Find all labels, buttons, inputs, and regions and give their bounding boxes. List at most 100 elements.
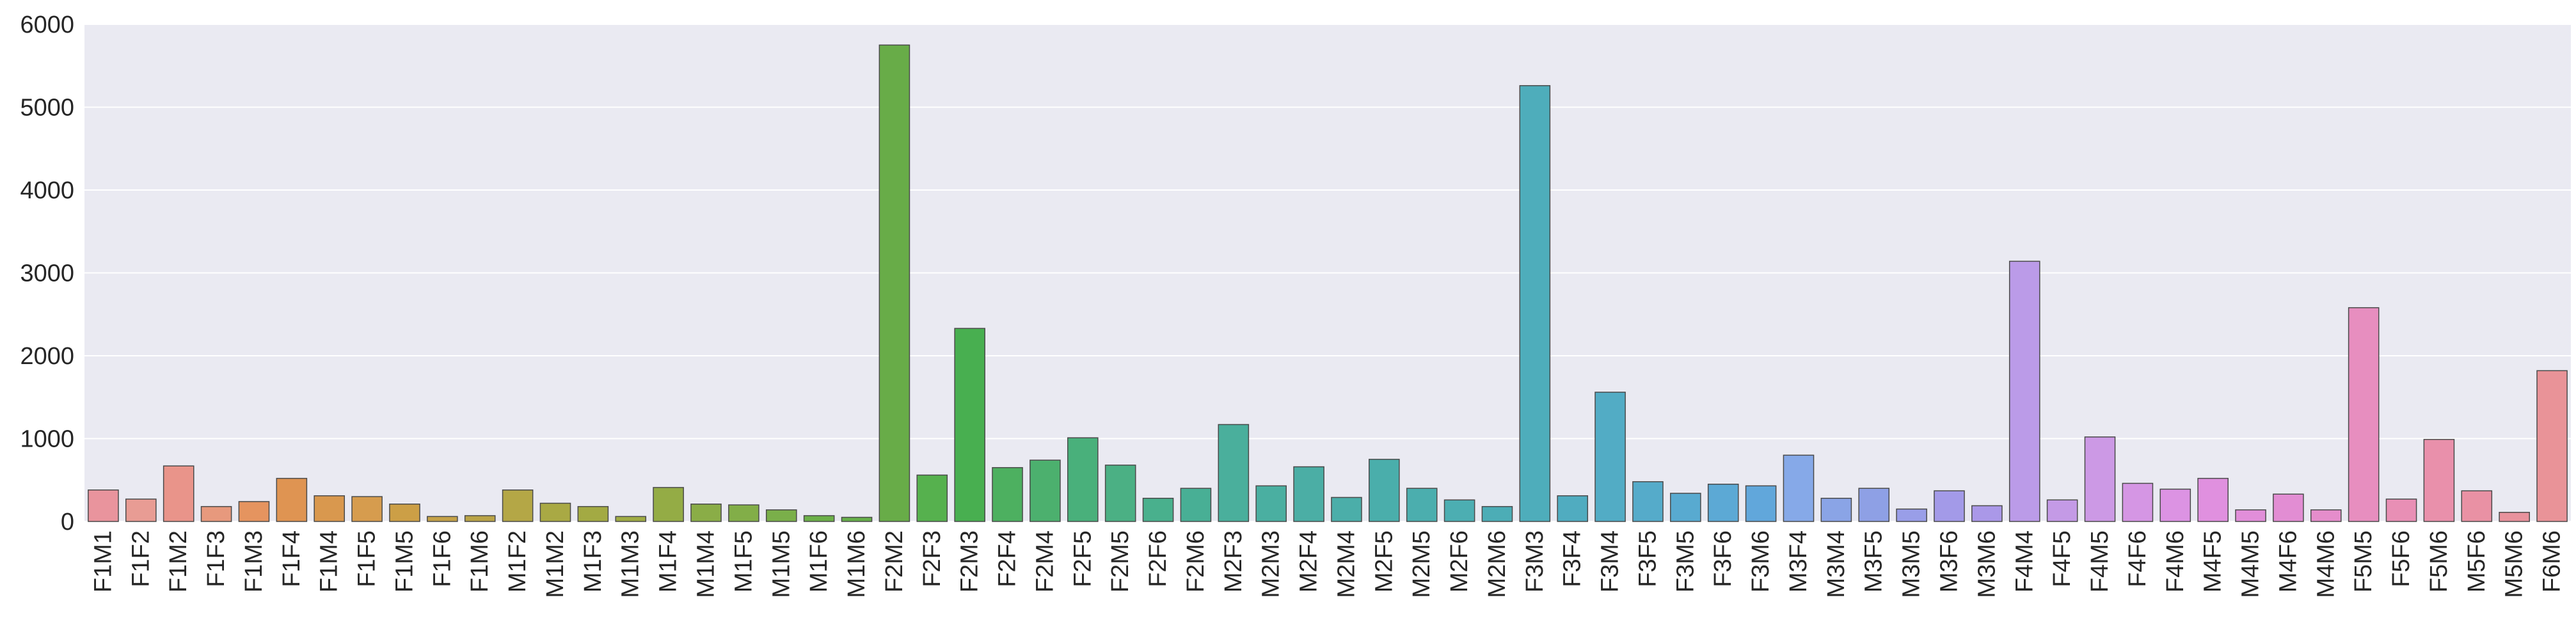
x-tick-label: F1F2	[127, 530, 154, 587]
x-tick-label: M1M3	[617, 530, 644, 598]
x-tick-label: F2F5	[1069, 530, 1096, 587]
x-tick-label: M5F6	[2463, 530, 2490, 592]
x-tick-label: F3M5	[1672, 530, 1699, 592]
bar-f1m2	[163, 465, 195, 522]
bar-f2m6	[1180, 488, 1212, 522]
x-tick-label: M4F5	[2200, 530, 2227, 592]
bar-f1f6	[427, 516, 458, 522]
bar-f1f3	[200, 505, 232, 522]
x-tick-label: M2M4	[1333, 530, 1360, 598]
x-tick-label: M2F4	[1296, 530, 1323, 592]
bar-m1f5	[728, 504, 759, 522]
bar-m1m3	[615, 516, 647, 522]
grid-lines	[84, 24, 2571, 522]
bar-f3m4	[1594, 392, 1626, 522]
bar-f1m3	[238, 501, 270, 522]
bar-f6m6	[2536, 370, 2568, 522]
x-tick-label: M2M3	[1258, 530, 1285, 598]
bar-f5m5	[2348, 307, 2380, 522]
x-tick-label: M1F6	[806, 530, 832, 592]
x-tick-label: M1F3	[580, 530, 607, 592]
bar-m4m6	[2310, 509, 2342, 522]
x-tick-label: M1F5	[730, 530, 757, 592]
y-tick-label: 5000	[20, 95, 74, 122]
x-tick-label: F1M6	[466, 530, 493, 592]
y-axis-tick-labels: 0 1000 2000 3000 4000 5000 6000	[20, 12, 74, 536]
y-tick-label: 2000	[20, 343, 74, 370]
bar-m1f6	[803, 515, 835, 522]
bar-f3f5	[1632, 481, 1664, 522]
bar-m1m2	[539, 502, 571, 522]
bar-m5f6	[2461, 490, 2493, 522]
bar-f1f5	[351, 496, 383, 522]
bar-m1f4	[653, 487, 684, 522]
x-tick-label: M4M6	[2312, 530, 2339, 598]
x-tick-label: M2F6	[1446, 530, 1473, 592]
bar-f2f4	[992, 467, 1023, 522]
x-tick-label: F3F6	[1710, 530, 1737, 587]
bar-f1m5	[389, 504, 420, 522]
x-tick-label: F3M6	[1747, 530, 1774, 592]
bar-m2f4	[1293, 466, 1324, 522]
x-tick-label: F3M4	[1597, 530, 1624, 592]
x-tick-label: M2F3	[1220, 530, 1247, 592]
x-tick-label: M4M5	[2238, 530, 2264, 598]
bar-m2f6	[1443, 499, 1475, 522]
bar-m1f2	[502, 489, 534, 522]
bar-f1m6	[464, 515, 496, 522]
x-tick-label: F2M5	[1107, 530, 1134, 592]
bar-f2f6	[1142, 497, 1174, 522]
bar-f1f2	[125, 498, 157, 522]
bar-m2f3	[1218, 424, 1250, 522]
bar-m1f3	[577, 505, 609, 522]
bar-m4m5	[2235, 509, 2266, 522]
bar-m2m3	[1255, 485, 1287, 522]
bar-f3m6	[1745, 485, 1777, 522]
x-tick-label: M5M6	[2501, 530, 2528, 598]
y-tick-label: 0	[61, 509, 74, 536]
x-tick-label: F4M5	[2087, 530, 2113, 592]
bar-m3f4	[1783, 454, 1815, 522]
x-tick-label: M2M6	[1484, 530, 1511, 598]
bar-m2m4	[1331, 497, 1362, 522]
bar-m4f6	[2273, 493, 2304, 522]
x-tick-label: F1F6	[429, 530, 456, 587]
bar-m1m6	[841, 516, 873, 522]
x-axis-tick-labels: F1M1 F1F2 F1M2 F1F3 F1M3 F1F4 F1M4 F1F5 F1M5 F1F6…	[90, 530, 2565, 598]
x-tick-label: F4M6	[2162, 530, 2189, 592]
x-tick-label: M1M5	[768, 530, 795, 598]
x-tick-label: F3M3	[1522, 530, 1548, 592]
bar-m3m4	[1820, 497, 1852, 522]
x-tick-label: F3F5	[1634, 530, 1661, 587]
x-tick-label: M2M5	[1408, 530, 1435, 598]
bar-f2m2	[879, 44, 910, 522]
x-tick-label: F4F5	[2049, 530, 2076, 587]
x-tick-label: M1F4	[655, 530, 682, 592]
x-tick-label: F6M6	[2539, 530, 2566, 592]
y-tick-label: 3000	[20, 260, 74, 287]
bars-group	[88, 44, 2568, 522]
bar-m2f5	[1369, 459, 1400, 522]
x-tick-label: F5M5	[2350, 530, 2377, 592]
x-tick-label: M3M6	[1973, 530, 2000, 598]
bar-f3m5	[1670, 493, 1701, 522]
bar-f4m5	[2084, 436, 2116, 522]
bar-f1f4	[276, 477, 308, 522]
x-tick-label: M3F4	[1785, 530, 1812, 592]
bar-m4f5	[2197, 477, 2229, 522]
bar-f3f4	[1557, 495, 1589, 522]
bar-f2m3	[954, 328, 985, 522]
x-tick-label: M3M4	[1823, 530, 1850, 598]
x-tick-label: F2F4	[994, 530, 1021, 587]
x-tick-label: M1M4	[693, 530, 720, 598]
bar-f5m6	[2423, 439, 2455, 522]
x-tick-label: F1F3	[203, 530, 230, 587]
bar-f2f5	[1067, 437, 1099, 522]
bar-f1m1	[88, 489, 119, 522]
bar-f1m4	[314, 495, 346, 522]
x-tick-label: F2M2	[881, 530, 908, 592]
x-tick-label: M3F6	[1936, 530, 1963, 592]
x-tick-label: M3F5	[1861, 530, 1888, 592]
x-tick-label: F1M2	[165, 530, 192, 592]
